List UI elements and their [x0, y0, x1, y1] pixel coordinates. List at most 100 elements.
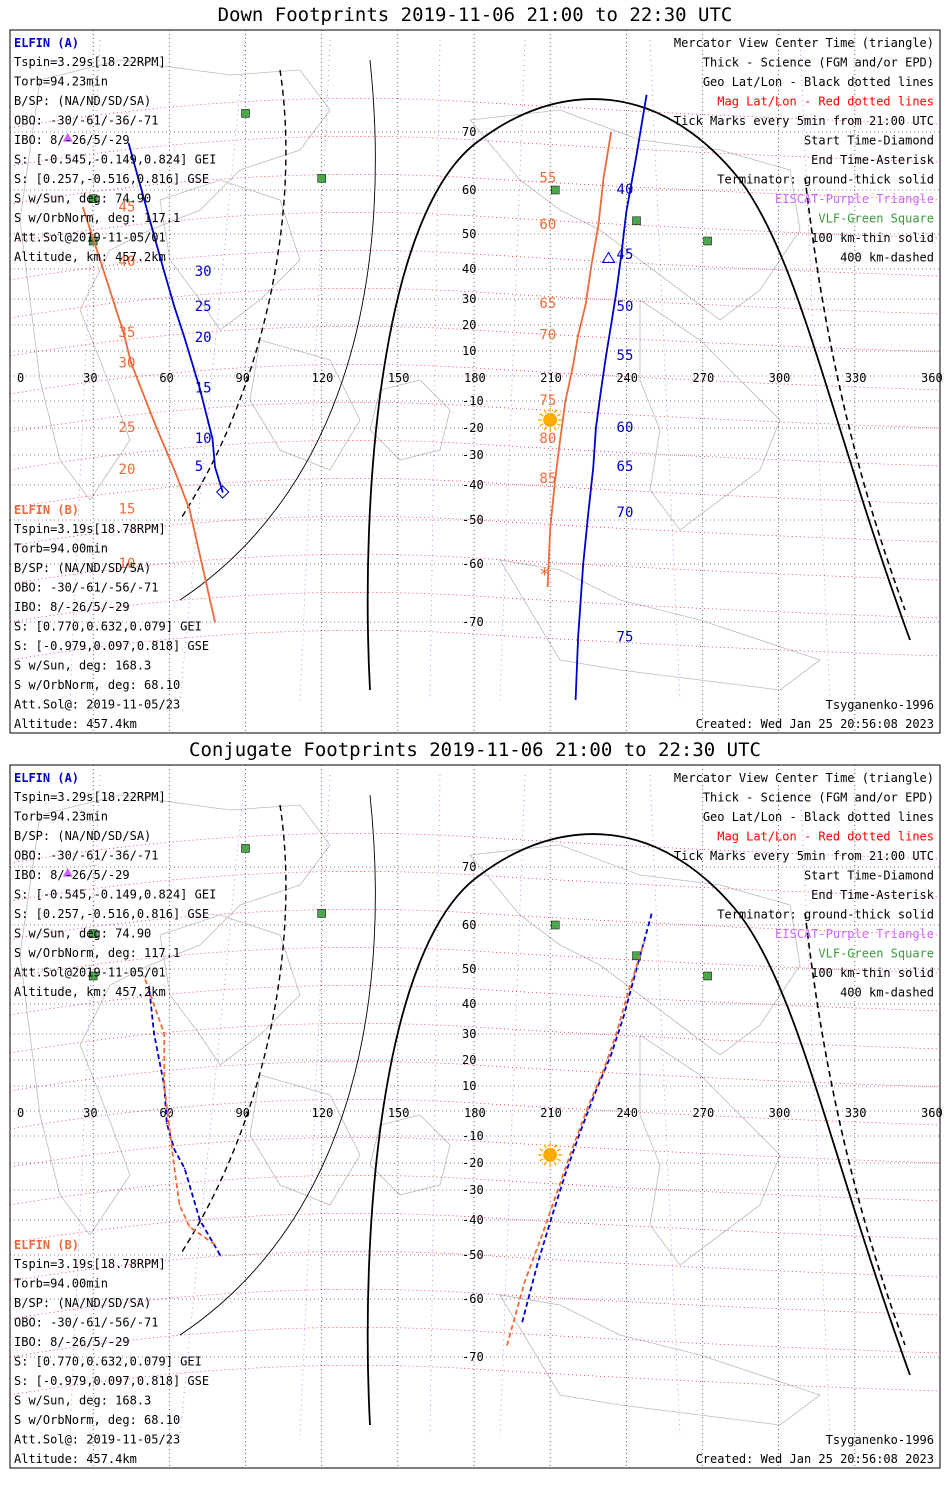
elfin-a-tick-label: 60 — [617, 420, 634, 436]
elfin-b-tick-label: 85 — [539, 471, 556, 487]
legend-entry: Mag Lat/Lon - Red dotted lines — [717, 95, 934, 109]
eiscat-triangle-icon — [62, 132, 73, 142]
elfin-a-tick-label: 15 — [195, 381, 212, 397]
elfin-b-info-line: IBO: 8/-26/5/-29 — [14, 1335, 130, 1349]
mag-parallel — [9, 1175, 941, 1206]
legend-entry: Tick Marks every 5min from 21:00 UTC — [674, 849, 934, 863]
lat-tick-label: 20 — [462, 318, 476, 332]
elfin-b-tick-label: 30 — [119, 356, 136, 372]
track-point — [219, 1254, 221, 1256]
track-point — [188, 508, 191, 511]
sun-ray — [539, 1148, 544, 1152]
lat-tick-label: -70 — [462, 1350, 484, 1364]
legend-entry: Terminator: ground-thick solid — [717, 173, 934, 187]
track-point — [183, 337, 186, 339]
elfin-b-info-line: S w/Sun, deg: 168.3 — [14, 1394, 151, 1408]
mag-parallel — [9, 1023, 941, 1054]
mag-parallel — [9, 478, 941, 509]
coastlines — [19, 59, 821, 691]
elfin-a-east-track — [574, 94, 648, 701]
mag-parallel — [9, 947, 941, 978]
coastline-2 — [249, 1074, 361, 1206]
vlf-square-icon — [317, 174, 326, 183]
mag-parallel — [9, 212, 941, 243]
track-point — [173, 469, 176, 471]
elfin-a-info-line: S: [-0.545,-0.149,0.824] GEI — [14, 153, 216, 167]
legend-entry: 100 km-thin solid — [811, 966, 934, 980]
elfin-a-tick-label: 65 — [617, 459, 634, 475]
elfin-b-info-line: S w/Sun, deg: 168.3 — [14, 659, 151, 673]
elfin-a-info-line: S w/Sun, deg: 74.90 — [14, 927, 151, 941]
track-point — [163, 1033, 166, 1035]
mag-parallel — [9, 1137, 941, 1168]
mag-parallel — [9, 909, 941, 940]
elfin-b-info-line: S: [0.770,0.632,0.079] GEI — [14, 1355, 202, 1369]
lat-tick-label: -10 — [462, 1129, 484, 1143]
elfin-a-info-line: B/SP: (NA/ND/SD/SA) — [14, 829, 151, 843]
down-footprints-chart: 0 30 60 90 120 150 180 210 240 270 300 330 360 70 60 50… — [9, 29, 943, 734]
sun-ray — [539, 413, 544, 417]
sun-ray — [553, 1161, 557, 1166]
coastline-5 — [499, 559, 821, 691]
lon-tick-label: 210 — [540, 1106, 562, 1120]
lon-tick-label: 30 — [83, 371, 97, 385]
track-point — [214, 466, 216, 468]
terminator-thin-left — [179, 59, 376, 601]
track-point — [199, 387, 201, 390]
terminator-dashed-left — [179, 804, 287, 1256]
lon-tick-label: 90 — [236, 371, 250, 385]
vlf-square-icon — [88, 194, 98, 204]
lon-tick-label: 120 — [312, 1106, 334, 1120]
legend-entry: Geo Lat/Lon - Black dotted lines — [703, 810, 934, 824]
elfin-a-tick-label: 40 — [617, 182, 634, 198]
vlf-square-icon — [88, 971, 98, 981]
elfin-b-info-line: S: [-0.979,0.097,0.818] GSE — [14, 639, 209, 653]
elfin-a-tick-label: 5 — [195, 459, 203, 475]
coastline-4 — [639, 299, 781, 531]
elfin-b-east-track — [506, 942, 645, 1346]
elfin-a-info-line: Att.Sol@2019-11-05/01 — [14, 231, 166, 245]
lat-tick-label: -30 — [462, 448, 484, 462]
plot-frame — [9, 764, 941, 1469]
elfin-b-info-line: Tspin=3.19s[18.78RPM] — [14, 522, 166, 536]
elfin-a-info-line: Torb=94.23min — [14, 75, 108, 89]
coastline-5 — [499, 1294, 821, 1426]
elfin-a-label: ELFIN (A) — [14, 771, 79, 785]
mag-parallel — [9, 630, 941, 661]
vlf-square-icon — [550, 920, 560, 930]
sun-ray — [543, 409, 547, 414]
plot-frame — [9, 29, 941, 734]
mag-parallel — [9, 1289, 941, 1320]
geo-grid — [10, 765, 940, 1468]
lon-tick-label: 240 — [616, 1106, 638, 1120]
lon-tick-label: 150 — [388, 371, 410, 385]
track-point — [183, 1167, 186, 1170]
lon-tick-label: 180 — [464, 1106, 486, 1120]
elfin-b-tick-label: 35 — [119, 325, 136, 341]
terminator-thin-left — [179, 794, 376, 1336]
lat-tick-label: 10 — [462, 1079, 476, 1093]
coastline-1 — [159, 179, 301, 331]
lon-tick-label: 30 — [83, 1106, 97, 1120]
track-point — [153, 1033, 155, 1035]
track-point — [199, 1219, 201, 1221]
track-point — [165, 1122, 168, 1125]
terminator — [366, 98, 911, 691]
lat-tick-label: -10 — [462, 394, 484, 408]
track-point — [214, 1243, 216, 1246]
legend-entry: 400 km-dashed — [840, 986, 934, 1000]
elfin-b-info-line: S w/OrbNorm, deg: 68.10 — [14, 678, 180, 692]
lon-tick-label: 270 — [693, 1106, 715, 1120]
mag-parallel — [9, 1327, 941, 1358]
legend-entry: EISCAT-Purple Triangle — [775, 192, 934, 206]
elfin-a-info-line: S: [0.257,-0.516,0.816] GSE — [14, 907, 209, 921]
mag-meridians — [69, 774, 831, 1436]
elfin-b-info-line: Torb=94.00min — [14, 1277, 108, 1291]
elfin-b-track — [82, 207, 216, 623]
lat-tick-label: 60 — [462, 918, 476, 932]
track-point — [188, 1226, 191, 1228]
track-point — [122, 332, 125, 334]
sun-ray — [539, 423, 544, 427]
end-asterisk-icon: * — [539, 565, 550, 586]
start-diamond-icon — [215, 485, 230, 499]
